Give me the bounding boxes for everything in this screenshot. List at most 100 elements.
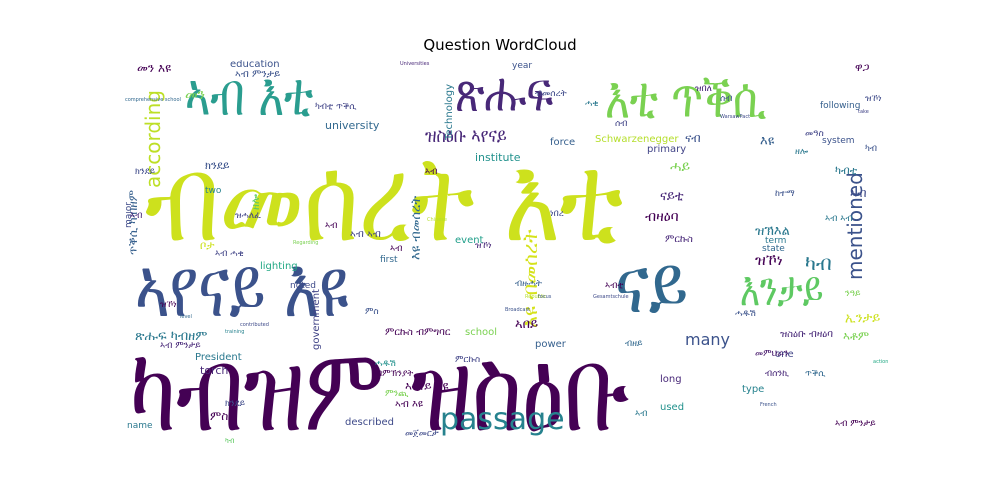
word: ኣየናይ እዩ <box>405 379 449 393</box>
word: ዋጋ <box>855 61 870 74</box>
word: Republic <box>525 294 547 300</box>
word: ናይቲ <box>660 189 684 204</box>
word: ምርኩስ <box>665 234 693 245</box>
word: ኣብ ኣብ <box>350 229 381 240</box>
word: type <box>742 384 765 395</box>
word: ዝስዕቡ ብዛዕባ <box>780 329 833 340</box>
word: university <box>325 119 380 132</box>
word: many <box>685 330 730 349</box>
word: noted <box>290 281 316 291</box>
word: ምስ <box>365 307 379 317</box>
word: ሓዱሽ <box>735 309 756 319</box>
word: first <box>380 255 398 265</box>
word: ሰብ <box>720 94 733 104</box>
word: ኣብ <box>390 244 403 254</box>
word: እቲ ጥቕሲ <box>605 63 767 131</box>
word: ዝኾነ <box>755 251 783 269</box>
word: ኣብ እቲ <box>185 60 314 130</box>
word: ካብዝም ዝስዕቡ <box>130 320 630 445</box>
word: lighting <box>260 261 298 272</box>
word: ኣየናይ እዩ <box>135 238 349 336</box>
word: መምህራን <box>755 349 789 359</box>
word: ብዙሓት <box>515 279 542 289</box>
word: ብሰንኪ <box>765 369 789 379</box>
word: ኣብ ሓቂ <box>215 249 244 259</box>
word: state <box>762 244 785 254</box>
word: ዘሎ <box>249 194 262 210</box>
word: system <box>822 136 855 146</box>
word: ናብ <box>685 131 701 145</box>
word: ዝኾነ <box>160 300 177 310</box>
word: ንዓይ <box>845 289 861 299</box>
word: መን እዩ <box>137 61 172 75</box>
word: ኣብ ምንታይ <box>835 419 876 429</box>
word: Regarding <box>293 240 319 246</box>
word: following <box>820 101 861 111</box>
word: ካብ <box>225 437 235 445</box>
word: one <box>775 349 794 360</box>
word: President <box>195 352 242 363</box>
word: event <box>455 235 484 246</box>
chart-title: Question WordCloud <box>423 36 577 54</box>
word: ምንጪ <box>385 389 409 399</box>
word: French <box>760 402 777 408</box>
word: institute <box>475 151 521 164</box>
word: name <box>127 421 153 431</box>
word: እንታይ <box>740 261 824 317</box>
word: ካብ <box>805 251 832 275</box>
word: ኣብ እዩ <box>395 399 423 410</box>
word: focus <box>538 294 552 300</box>
word: ኣብ ኣብ <box>825 214 853 224</box>
word: ሰብ <box>615 119 628 129</box>
word: ዝበለ <box>695 84 712 94</box>
word: ዘሎ <box>795 147 809 157</box>
word: ጥቕሲ <box>805 369 826 379</box>
word: torch <box>200 364 229 377</box>
word: action <box>873 359 889 365</box>
word: ክንደይ <box>135 167 156 177</box>
word: described <box>345 417 394 428</box>
word: education <box>230 60 280 70</box>
word: Schwarzenegger <box>595 134 679 145</box>
word: ሓይ <box>670 159 691 175</box>
word: ኣብ <box>130 211 143 221</box>
word: ብመሰረት እቲ <box>145 130 623 269</box>
word: WarsawPact <box>720 114 751 120</box>
word: ምስ <box>210 409 229 423</box>
word: እዩ ብመሰረት <box>409 195 424 260</box>
word: ብዛዕባ <box>645 209 679 225</box>
word: ኣበይ <box>515 317 539 332</box>
word: ጥቕሲ ካብዘም <box>126 190 140 255</box>
word: Broadcast <box>505 307 531 313</box>
word: መጀመርታ <box>405 429 439 439</box>
word: መዓስ <box>805 129 824 139</box>
word: passage <box>440 402 565 437</box>
word-cloud: ብመሰረት እቲ ካብዝም ዝስዕቡ ኣየናይ እዩ ናይ ኣብ እቲ ጽሑፍ … <box>125 60 895 445</box>
word: ነበረ <box>550 209 564 219</box>
word: Chinese <box>427 217 447 223</box>
word: ዝኾነ <box>475 241 492 251</box>
word: ናይ <box>615 238 689 331</box>
word: primary <box>647 144 687 155</box>
word: take <box>858 109 869 115</box>
word: comprehensive school <box>125 97 181 103</box>
word: two <box>205 186 222 196</box>
word: ዝስዕቡ ኣየናይ <box>425 123 507 147</box>
word: ኣብ <box>325 221 338 231</box>
word: ዝሓለፈ <box>235 211 261 221</box>
word: ሓዱሽ <box>375 359 396 369</box>
word: Technology <box>444 83 455 140</box>
word: ኣብ ምንታይ <box>235 69 281 80</box>
word: year <box>512 61 533 71</box>
word: ምርኩስ ብምግባር <box>385 327 451 338</box>
word: Gesamtschule <box>593 294 629 300</box>
word: ዝኽእል <box>755 224 790 239</box>
word: ኣቶም <box>843 329 870 343</box>
word: ጽሑፍ <box>455 60 554 125</box>
word: school <box>465 327 498 338</box>
word: ከተማ <box>775 189 795 199</box>
word: ካብ <box>865 144 878 154</box>
word: contributed <box>240 322 269 328</box>
word: ቦታ <box>200 239 215 252</box>
word: level <box>180 314 192 320</box>
